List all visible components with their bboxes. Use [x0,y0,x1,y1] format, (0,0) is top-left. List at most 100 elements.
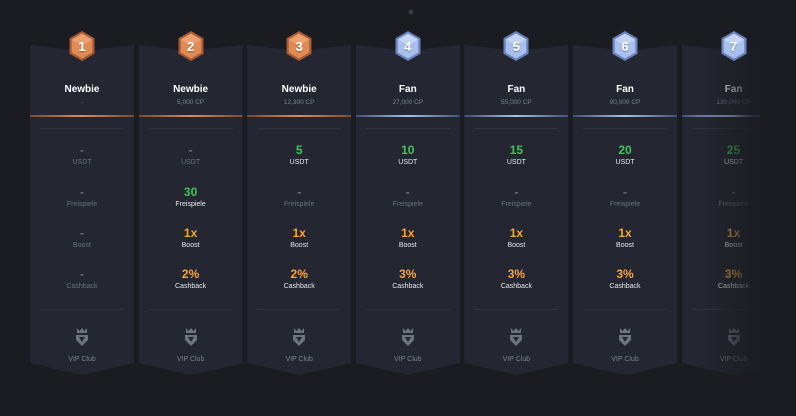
cashback-value: - [80,267,84,281]
usdt-value: 5 [295,143,303,157]
usdt-label: USDT [724,159,744,166]
usdt-label: USDT [615,159,635,166]
divider [148,309,233,310]
divider [40,309,124,310]
divider [365,309,450,310]
crown-shield-icon [184,328,197,346]
crown-shield-icon [76,328,88,346]
divider [583,309,667,310]
usdt-value: 10 [401,143,415,157]
tier-card[interactable]: Fan 55,000 CP 15 USDT - Freispiele 1x Boost 3% Ca… [464,45,569,375]
boost-label: Boost [398,242,417,249]
crown-shield-icon [727,328,740,346]
usdt-value: - [80,143,84,157]
tier-name: Fan [507,84,526,95]
freespins-value: - [514,185,519,199]
tier-cp-requirement: 130,000 CP [716,99,751,106]
level-number: 6 [621,38,629,54]
cashback-value: 3% [724,267,743,281]
tier-cp-requirement: - [80,99,84,106]
tier-card[interactable]: Fan 130,000 CP 25 USDT - Freispiele 1x Boost 3% C… [681,45,760,375]
tier-color-bar [247,115,352,117]
freespins-label: Freispiele [501,201,532,208]
freespins-value: 30 [183,185,198,199]
cashback-label: Cashback [392,283,424,290]
tier-cp-requirement: 55,000 CP [501,99,532,106]
tier-name: Newbie [173,84,209,95]
level-number: 5 [512,38,520,54]
cashback-value: 3% [507,267,526,281]
hexagon-badge-icon [286,31,312,61]
usdt-value: 25 [726,143,741,157]
tier-name: Fan [398,84,417,95]
divider [583,128,667,129]
divider [474,128,559,129]
level-number: 7 [729,38,738,54]
usdt-value: 15 [509,143,524,157]
level-badge: 2 [177,30,205,62]
tier-color-bar [138,115,243,117]
crown-shield-icon [510,328,523,346]
divider [148,128,233,129]
boost-label: Boost [73,242,91,249]
divider [474,309,559,310]
usdt-label: USDT [506,159,526,166]
hexagon-badge-icon [395,31,421,61]
cashback-label: Cashback [500,283,532,290]
tier-name: Newbie [64,84,100,95]
vip-tier-carousel[interactable]: Newbie - - USDT - Freispiele - Boost - Cashback V… [30,30,760,390]
tier-card[interactable]: Fan 90,000 CP 20 USDT - Freispiele 1x Boost 3% Ca… [573,45,677,375]
boost-label: Boost [616,242,634,249]
tier-card[interactable]: Newbie - - USDT - Freispiele - Boost - Cashback V… [30,45,134,375]
level-badge: 1 [68,30,96,62]
tier-color-bar [681,115,760,117]
tier-color-bar [30,115,134,117]
vip-club-label: VIP Club [611,356,639,363]
crown-shield-icon [619,328,631,346]
level-number: 1 [78,38,86,54]
cashback-label: Cashback [175,283,207,290]
cashback-value: 2% [290,267,308,281]
tier-card[interactable]: Newbie 12,300 CP 5 USDT - Freispiele 1x Boost 2%… [247,45,352,375]
freespins-label: Freispiele [392,201,423,208]
vip-club-label: VIP Club [502,356,531,363]
cashback-value: 2% [181,267,200,281]
cashback-label: Cashback [609,283,641,290]
level-badge: 6 [611,30,639,62]
cashback-label: Cashback [283,283,315,290]
usdt-value: 20 [618,143,632,157]
freespins-value: - [623,185,627,199]
freespins-value: - [405,185,410,199]
freespins-value: - [80,185,84,199]
crown-shield-icon [293,328,306,346]
cashback-label: Cashback [66,283,98,290]
divider [691,309,760,310]
boost-value: 1x [183,226,198,240]
freespins-value: - [297,185,302,199]
freespins-label: Freispiele [284,201,315,208]
divider [257,128,342,129]
cashback-value: 3% [616,267,634,281]
boost-value: - [80,226,84,240]
freespins-label: Freispiele [609,201,641,208]
vip-club-label: VIP Club [285,356,313,363]
cashback-label: Cashback [718,283,750,290]
usdt-label: USDT [289,159,309,166]
freespins-label: Freispiele [175,201,206,208]
tier-cp-requirement: 27,000 CP [392,99,424,106]
usdt-label: USDT [181,159,201,166]
boost-value: 1x [618,226,632,240]
decorative-diamond [408,9,414,15]
level-badge: 5 [502,30,530,62]
tier-card[interactable]: Newbie 5,000 CP - USDT 30 Freispiele 1x Boost 2%… [138,45,243,375]
vip-club-label: VIP Club [719,356,748,363]
tier-cp-requirement: 12,300 CP [283,99,315,106]
freespins-label: Freispiele [718,201,749,208]
hexagon-badge-icon [178,31,204,61]
tier-color-bar [464,115,569,117]
cashback-value: 3% [399,267,417,281]
vip-club-label: VIP Club [176,356,205,363]
boost-label: Boost [724,242,743,249]
tier-card[interactable]: Fan 27,000 CP 10 USDT - Freispiele 1x Boost 3% Ca… [355,45,460,375]
usdt-label: USDT [398,159,418,166]
